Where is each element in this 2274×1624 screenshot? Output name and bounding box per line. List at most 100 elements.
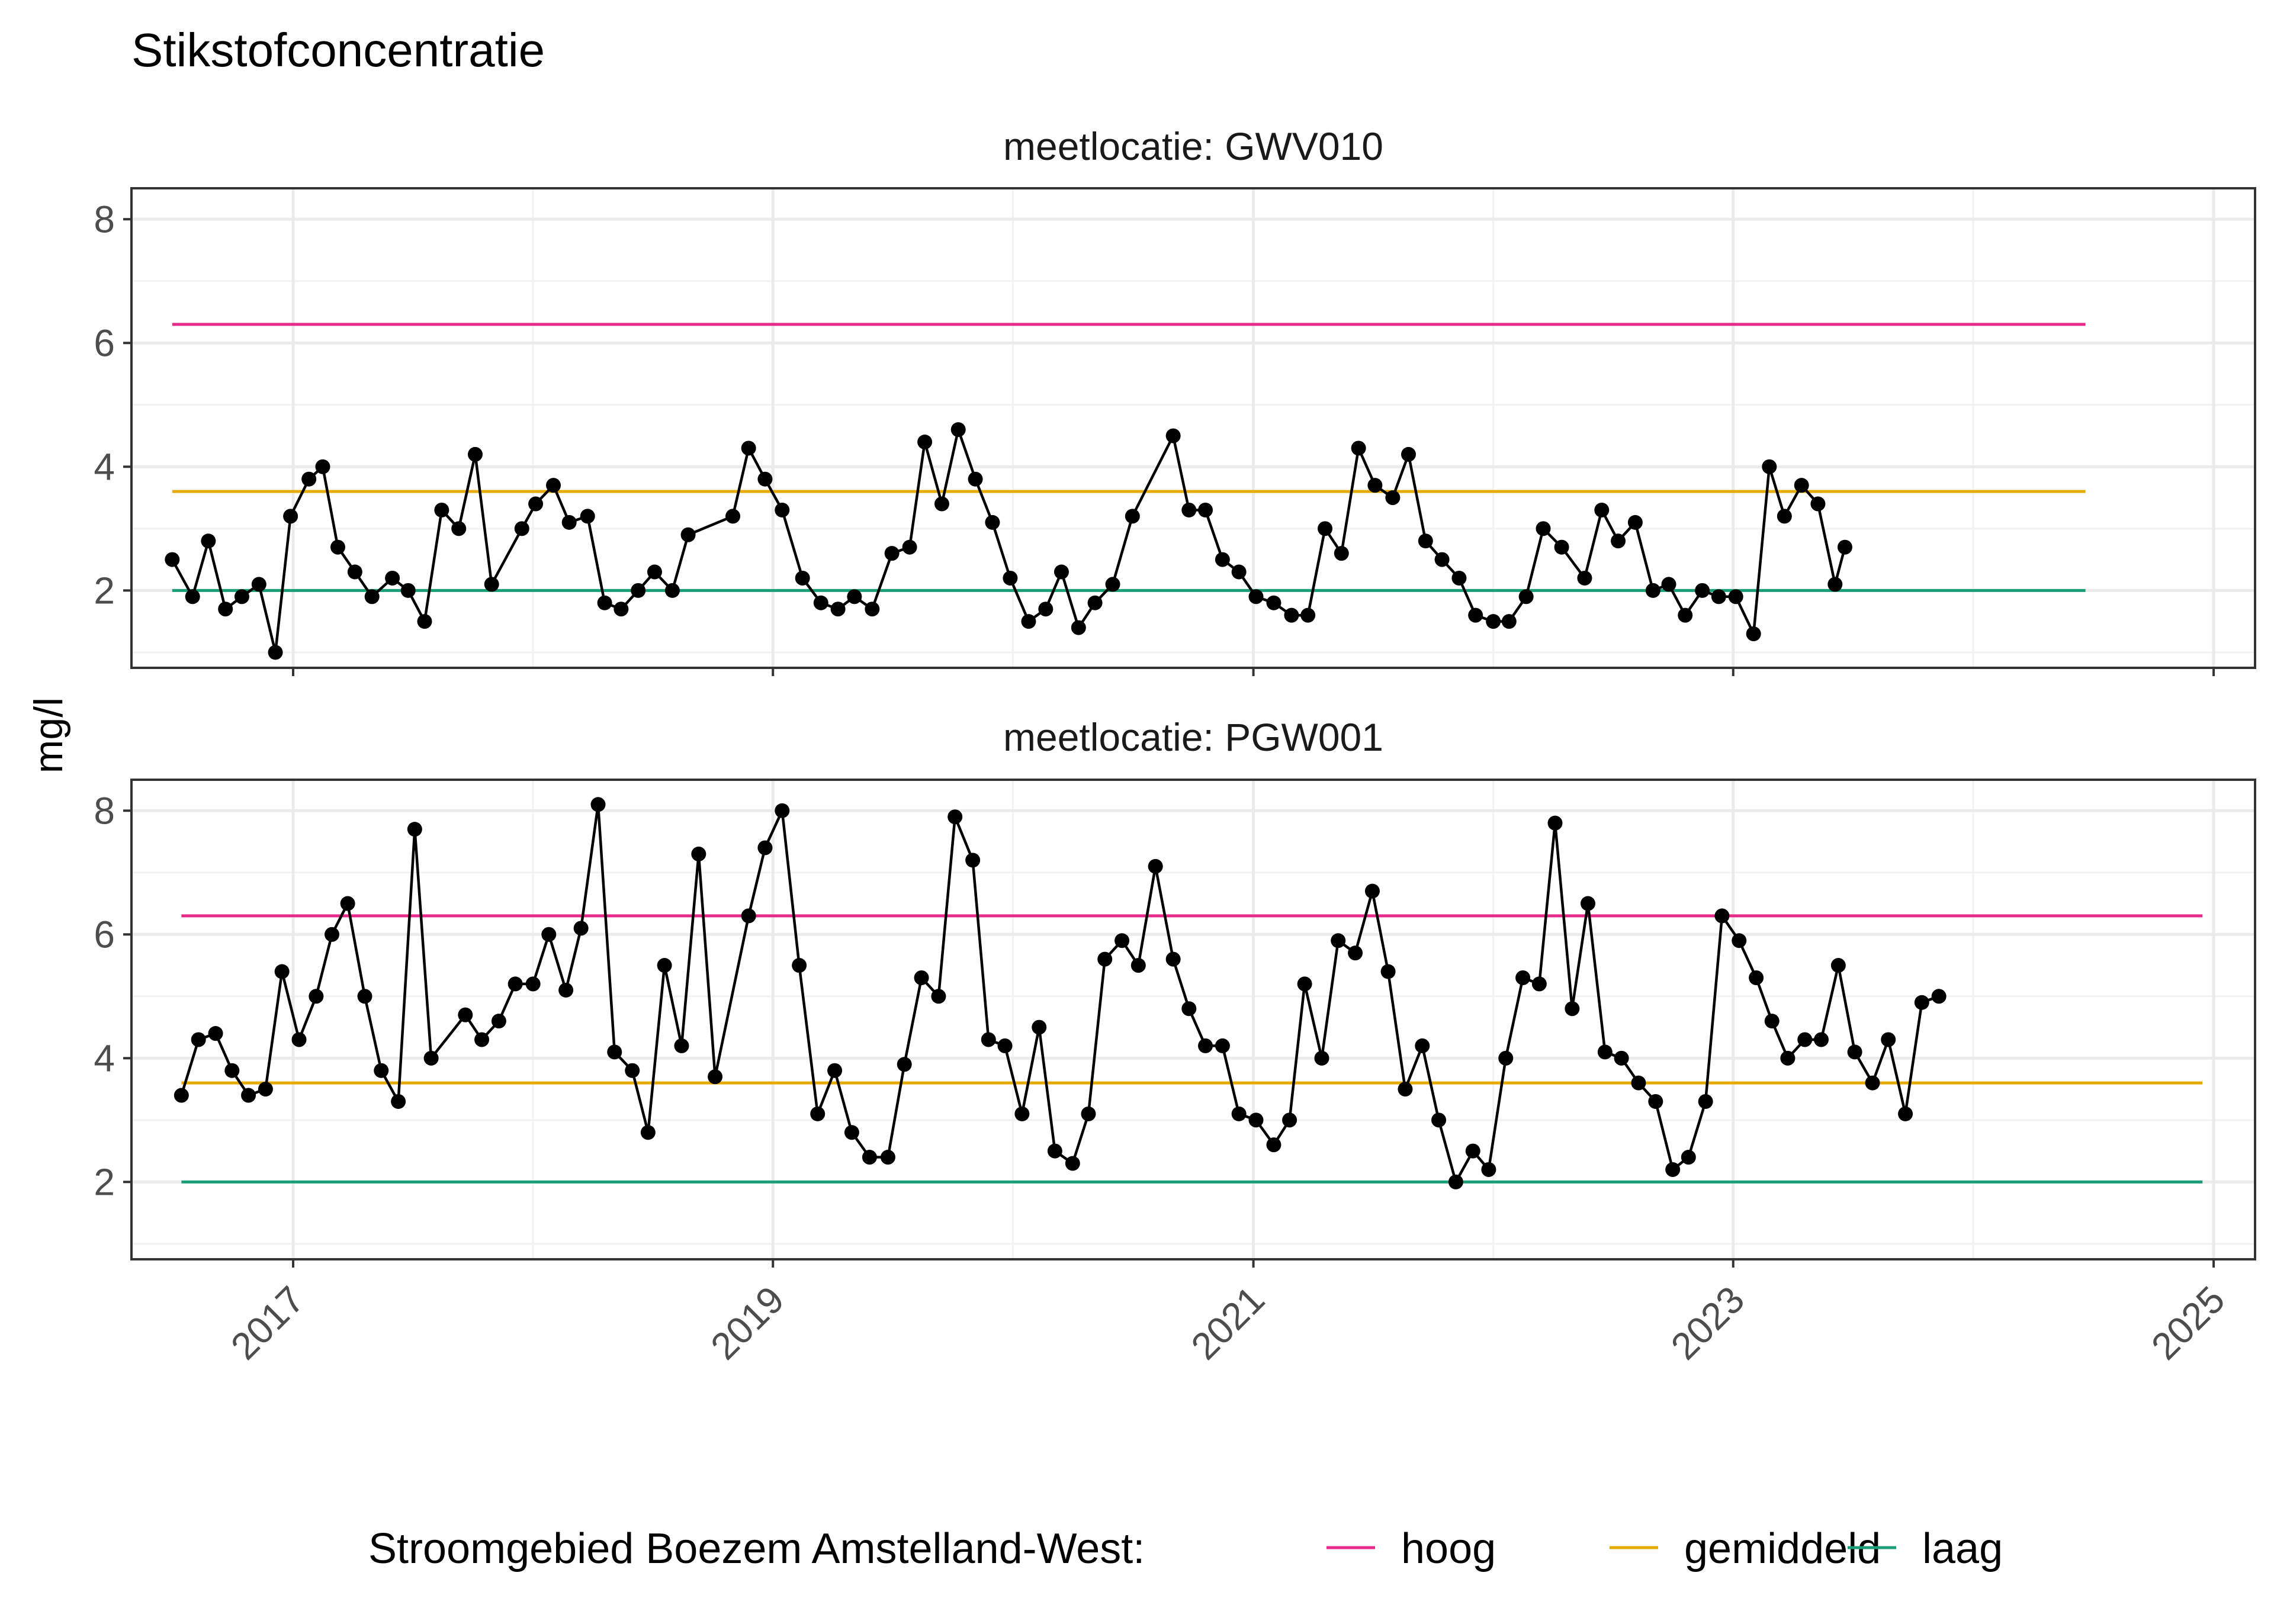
- data-point: [810, 1106, 826, 1121]
- data-point: [1547, 815, 1563, 831]
- data-point: [1367, 478, 1383, 493]
- data-point: [251, 577, 266, 592]
- data-point: [1300, 607, 1316, 623]
- data-point: [844, 1125, 859, 1140]
- data-point: [865, 602, 880, 617]
- data-point: [1594, 502, 1610, 517]
- y-tick-label: 8: [94, 198, 115, 240]
- y-tick-label: 6: [94, 321, 115, 364]
- data-point: [1746, 626, 1761, 642]
- data-point: [1597, 1044, 1613, 1060]
- data-point: [185, 589, 200, 604]
- data-point: [1465, 1143, 1480, 1159]
- data-point: [1732, 933, 1747, 948]
- data-point: [625, 1063, 640, 1078]
- legend-items: hoog gemiddeld laag: [1326, 1525, 2003, 1572]
- data-point: [274, 964, 290, 979]
- data-point: [1631, 1075, 1646, 1091]
- data-point: [1780, 1050, 1796, 1066]
- data-point: [1728, 589, 1743, 604]
- data-point: [1415, 1038, 1430, 1053]
- data-point: [340, 896, 355, 911]
- data-point: [792, 958, 807, 973]
- data-point: [558, 982, 574, 998]
- data-point: [1385, 490, 1401, 506]
- data-point: [1837, 539, 1852, 555]
- data-point: [1364, 883, 1380, 899]
- data-point: [1714, 908, 1730, 924]
- data-point: [1032, 1020, 1047, 1035]
- data-point: [1830, 958, 1846, 973]
- data-point: [508, 976, 523, 992]
- data-point: [1515, 970, 1531, 985]
- data-point: [1097, 951, 1113, 967]
- panel-border: [130, 779, 2256, 1260]
- data-point: [997, 1038, 1013, 1053]
- data-point: [330, 539, 346, 555]
- data-point: [347, 564, 362, 580]
- data-point: [218, 602, 233, 617]
- data-point: [1351, 440, 1366, 456]
- data-point: [968, 471, 983, 487]
- data-point: [597, 595, 612, 610]
- data-point: [1231, 1106, 1247, 1121]
- data-point: [1165, 951, 1181, 967]
- data-point: [1914, 995, 1929, 1010]
- data-point: [1518, 589, 1534, 604]
- data-point: [1047, 1143, 1062, 1159]
- data-point: [1711, 589, 1726, 604]
- data-point: [965, 853, 981, 868]
- data-point: [374, 1063, 389, 1078]
- data-point: [1847, 1044, 1862, 1060]
- y-tick-label: 2: [94, 569, 115, 612]
- data-point: [1434, 552, 1450, 567]
- data-point: [1794, 478, 1809, 493]
- data-point: [491, 1014, 506, 1029]
- data-point: [664, 583, 680, 598]
- data-point: [1331, 933, 1346, 948]
- data-point: [741, 908, 756, 924]
- data-point: [201, 533, 216, 549]
- data-point: [1148, 858, 1163, 874]
- panel-1: meetlocatie: GWV010 2 4 6 8: [94, 124, 2256, 676]
- legend: Stroomgebied Boezem Amstelland-West: hoo…: [368, 1525, 2003, 1572]
- data-point: [607, 1044, 622, 1060]
- series-line: [171, 428, 1846, 654]
- data-point: [1266, 595, 1281, 610]
- data-point: [1198, 502, 1213, 517]
- data-point: [174, 1088, 189, 1103]
- data-point: [631, 583, 646, 598]
- data-point: [1334, 546, 1349, 561]
- data-point: [1695, 583, 1710, 598]
- data-point: [1314, 1050, 1329, 1066]
- data-point: [364, 589, 380, 604]
- data-point: [1813, 1032, 1829, 1047]
- data-point: [934, 496, 949, 512]
- data-point: [1284, 607, 1299, 623]
- data-point: [1418, 533, 1433, 549]
- data-point: [897, 1057, 912, 1072]
- data-point: [1198, 1038, 1213, 1053]
- legend-label-laag: laag: [1922, 1525, 2003, 1572]
- data-point: [1501, 614, 1517, 629]
- data-point: [757, 840, 773, 856]
- y-axis-label: mg/l: [26, 697, 71, 773]
- data-point: [1248, 589, 1264, 604]
- data-point: [1003, 570, 1018, 586]
- data-point: [1865, 1075, 1880, 1091]
- data-point: [1105, 577, 1120, 592]
- data-point: [1627, 514, 1643, 530]
- panel-strip-label: meetlocatie: PGW001: [1003, 715, 1383, 759]
- data-point: [1282, 1112, 1297, 1128]
- data-point: [315, 459, 330, 474]
- data-point: [1248, 1112, 1264, 1128]
- data-point: [985, 514, 1000, 530]
- data-point: [1468, 607, 1483, 623]
- data-point: [981, 1032, 996, 1047]
- data-point: [640, 1125, 656, 1140]
- data-point: [514, 521, 529, 536]
- data-point: [1215, 1038, 1230, 1053]
- data-point: [407, 822, 422, 837]
- data-point: [1661, 577, 1676, 592]
